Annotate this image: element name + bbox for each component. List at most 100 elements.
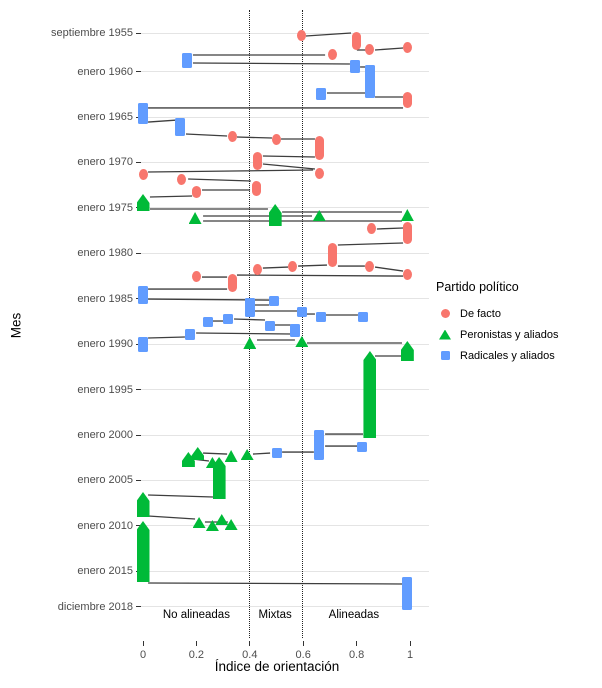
connector xyxy=(252,452,271,455)
y-tick-label: enero 2005 xyxy=(77,474,133,487)
y-tick-mark xyxy=(136,71,141,73)
marker-radicales-y-aliados xyxy=(175,118,186,137)
marker-peronistas-y-aliados xyxy=(363,351,377,439)
marker-radicales-y-aliados xyxy=(244,298,255,318)
legend-title: Partido político xyxy=(436,280,519,294)
zone-label: Alineadas xyxy=(328,609,380,621)
marker-de-facto xyxy=(352,32,362,50)
marker-de-facto xyxy=(227,274,237,293)
marker-de-facto xyxy=(253,152,263,170)
marker-peronistas-y-aliados xyxy=(215,514,229,525)
marker-de-facto xyxy=(177,173,187,185)
marker-peronistas-y-aliados xyxy=(205,457,219,469)
marker-de-facto xyxy=(272,133,281,145)
gridline xyxy=(141,298,429,300)
y-tick-label: enero 1995 xyxy=(77,383,133,396)
gridline xyxy=(141,525,429,527)
y-tick-mark xyxy=(136,161,141,163)
marker-de-facto xyxy=(227,130,237,142)
reference-line xyxy=(248,10,250,638)
x-tick-label: 0.4 xyxy=(242,649,258,661)
connector xyxy=(337,242,404,246)
y-tick-mark xyxy=(136,252,141,254)
legend-item-radicales: Radicales y aliados xyxy=(436,345,600,366)
marker-de-facto xyxy=(297,30,307,42)
gridline xyxy=(141,252,429,254)
x-tick-label: 0.8 xyxy=(348,649,365,661)
y-tick-label: enero 1980 xyxy=(77,247,133,260)
connector xyxy=(148,582,404,585)
x-tick-label: 1 xyxy=(406,649,414,661)
connector xyxy=(148,119,177,123)
connector xyxy=(149,195,193,198)
gridline xyxy=(141,343,429,345)
legend: Partido político De facto Peronistas y a… xyxy=(436,280,600,366)
gridline xyxy=(141,434,429,436)
marker-de-facto xyxy=(314,168,324,180)
marker-radicales-y-aliados xyxy=(350,59,361,73)
legend-label: Radicales y aliados xyxy=(460,349,555,362)
connector xyxy=(188,178,251,182)
x-axis-title: Índice de orientación xyxy=(214,659,340,674)
marker-radicales-y-aliados xyxy=(223,314,234,325)
gridline xyxy=(141,207,429,209)
connector xyxy=(262,163,316,170)
y-tick-label: diciembre 2018 xyxy=(57,600,133,613)
marker-peronistas-y-aliados xyxy=(224,450,238,463)
y-tick-label: enero 1970 xyxy=(77,156,133,169)
marker-radicales-y-aliados xyxy=(138,102,148,125)
connector xyxy=(203,452,228,455)
marker-radicales-y-aliados xyxy=(315,87,326,100)
x-tick-mark xyxy=(249,641,251,646)
gridline xyxy=(141,116,429,118)
marker-peronistas-y-aliados xyxy=(400,208,414,221)
y-tick-mark xyxy=(136,32,141,34)
x-tick-label: 0.6 xyxy=(295,649,311,661)
marker-peronistas-y-aliados xyxy=(212,457,226,499)
marker-de-facto xyxy=(402,269,412,281)
y-tick-label: enero 1965 xyxy=(77,111,133,124)
marker-radicales-y-aliados xyxy=(203,317,214,328)
marker-de-facto xyxy=(251,181,261,196)
marker-peronistas-y-aliados xyxy=(295,336,309,348)
marker-radicales-y-aliados xyxy=(402,576,413,611)
y-tick-label: enero 2010 xyxy=(77,519,133,532)
connector xyxy=(234,318,266,321)
gridline xyxy=(141,161,429,163)
x-tick-mark xyxy=(302,641,304,646)
marker-de-facto xyxy=(366,223,376,235)
y-tick-label: enero 1960 xyxy=(77,65,133,78)
connector xyxy=(374,47,404,51)
connector xyxy=(148,336,185,339)
marker-de-facto xyxy=(328,242,338,268)
marker-de-facto xyxy=(402,91,412,108)
y-tick-label: enero 1975 xyxy=(77,201,133,214)
marker-peronistas-y-aliados xyxy=(243,337,257,349)
marker-de-facto xyxy=(328,49,338,61)
legend-label: Peronistas y aliados xyxy=(460,328,559,341)
marker-radicales-y-aliados xyxy=(268,296,279,307)
connector xyxy=(148,169,314,173)
marker-peronistas-y-aliados xyxy=(240,449,254,461)
y-tick-mark xyxy=(136,434,141,436)
marker-de-facto xyxy=(314,136,324,161)
x-tick-label: 0 xyxy=(139,649,147,661)
x-tick-mark xyxy=(409,641,411,646)
reference-line xyxy=(302,10,304,638)
y-tick-mark xyxy=(136,479,141,481)
marker-radicales-y-aliados xyxy=(264,321,275,332)
zone-label: Mixtas xyxy=(258,609,292,621)
marker-radicales-y-aliados xyxy=(358,312,369,323)
marker-de-facto xyxy=(191,270,201,282)
marker-de-facto xyxy=(288,260,298,272)
marker-radicales-y-aliados xyxy=(184,329,195,340)
connector xyxy=(148,515,196,520)
legend-item-peronistas: Peronistas y aliados xyxy=(436,324,600,345)
marker-peronistas-y-aliados xyxy=(312,209,326,221)
circle-icon xyxy=(436,309,454,318)
legend-item-de-facto: De facto xyxy=(436,303,600,324)
marker-de-facto xyxy=(402,42,412,54)
gridline xyxy=(141,71,429,73)
connector xyxy=(192,62,350,65)
